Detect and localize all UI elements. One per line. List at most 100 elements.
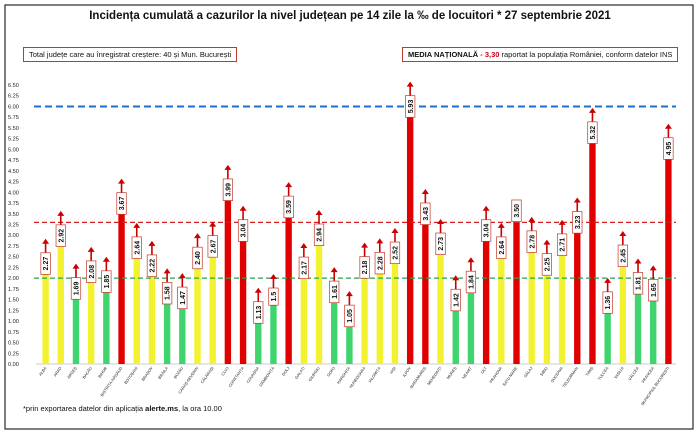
- value-label: 2.22: [150, 259, 157, 273]
- bar: [619, 258, 627, 364]
- value-label: 3.99: [225, 183, 232, 197]
- value-label: 1.65: [651, 283, 658, 297]
- y-tick-label: 5.25: [8, 137, 19, 143]
- bar: [650, 293, 657, 364]
- trend-arrow-head: [72, 263, 80, 269]
- y-tick-label: 6.50: [8, 83, 19, 89]
- category-label: BACĂU: [81, 366, 93, 380]
- y-tick-label: 2.25: [8, 265, 19, 271]
- footnote-app: alerte.ms: [145, 404, 179, 413]
- value-label-box: [617, 244, 628, 267]
- y-tick-label: 6.25: [8, 94, 19, 100]
- trend-arrow-head: [345, 291, 353, 297]
- value-label-box: [268, 287, 279, 306]
- bar: [422, 216, 429, 364]
- trend-arrow-head: [619, 231, 627, 237]
- value-label-box: [648, 279, 659, 302]
- category-label: IALOMIȚA: [367, 365, 382, 383]
- value-label-box: [253, 301, 264, 324]
- value-label: 1.58: [165, 286, 172, 300]
- value-label: 1.42: [453, 293, 460, 307]
- footnote: *prin exportarea datelor din aplicația a…: [23, 404, 222, 413]
- value-label-box: [55, 224, 66, 247]
- trend-arrow-head: [300, 243, 308, 249]
- y-tick-label: 5.00: [8, 147, 19, 153]
- trend-arrow-head: [361, 242, 369, 248]
- value-label-box: [572, 211, 583, 234]
- category-label: SIBIU: [539, 366, 549, 377]
- value-label-box: [329, 280, 340, 304]
- value-label: 2.27: [43, 257, 50, 271]
- footnote-prefix: *prin exportarea datelor din aplicația: [23, 404, 146, 413]
- bar: [148, 268, 156, 364]
- y-tick-label: 3.75: [8, 201, 19, 207]
- trend-arrow-head: [573, 197, 581, 203]
- category-label: HARGHITA: [336, 365, 352, 384]
- bar: [239, 233, 247, 364]
- value-label: 3.43: [423, 207, 430, 221]
- y-tick-label: 5.75: [8, 115, 19, 121]
- counties-increase-label: Total județe care au înregistrat creșter…: [29, 50, 162, 59]
- trend-arrow-head: [406, 81, 414, 87]
- y-tick-label: 4.25: [8, 180, 19, 186]
- trend-arrow-head: [315, 210, 323, 216]
- value-label: 1.5: [271, 292, 278, 302]
- bar: [270, 299, 277, 364]
- trend-arrow-head: [133, 222, 141, 228]
- category-label: TIMIȘ: [584, 365, 594, 377]
- category-label: TULCEA: [597, 365, 610, 381]
- category-label: MUREȘ: [445, 365, 457, 380]
- value-label-box: [359, 256, 370, 279]
- value-label: 2.71: [560, 238, 567, 252]
- counties-increase-box: Total județe care au înregistrat creșter…: [23, 47, 238, 62]
- bar: [634, 286, 642, 364]
- category-label: MUNICIPIUL BUCUREȘTI: [640, 366, 670, 406]
- y-tick-label: 2.75: [8, 244, 19, 250]
- category-label: ARGEȘ: [66, 365, 78, 379]
- bar: [179, 300, 186, 364]
- bar: [163, 296, 171, 364]
- trend-arrow-head: [437, 219, 445, 225]
- trend-arrow-head: [269, 274, 277, 280]
- value-label-box: [116, 192, 127, 215]
- trend-arrow-head: [634, 258, 642, 264]
- bar: [376, 266, 383, 364]
- value-label-box: [162, 282, 173, 305]
- value-label: 2.64: [134, 241, 141, 255]
- category-label: OLT: [480, 365, 489, 374]
- value-label-box: [86, 260, 97, 283]
- y-tick-label: 5.50: [8, 126, 19, 132]
- value-label-box: [192, 246, 203, 270]
- value-label-box: [405, 95, 416, 118]
- value-label: 1.13: [256, 306, 263, 320]
- trend-arrow-head: [558, 219, 566, 225]
- category-label: MEHEDINȚI: [426, 366, 442, 386]
- y-tick-label: 3.00: [8, 233, 19, 239]
- value-label: 1.61: [332, 285, 339, 299]
- value-label-box: [541, 253, 552, 276]
- trend-arrow-head: [467, 257, 475, 263]
- category-label: SATU MARE: [501, 365, 518, 387]
- value-label: 1.69: [74, 282, 81, 296]
- value-label: 2.25: [544, 258, 551, 272]
- counties-increase-value: 40 și Mun. București: [163, 50, 232, 59]
- trend-arrow-head: [452, 275, 460, 281]
- value-label: 2.28: [377, 256, 384, 270]
- category-label: ARAD: [52, 366, 62, 378]
- trend-arrow-head: [330, 267, 338, 273]
- trend-arrow-head: [285, 182, 293, 188]
- y-tick-label: 1.75: [8, 287, 19, 293]
- value-label-box: [344, 304, 355, 328]
- bar: [300, 270, 308, 364]
- bar: [589, 135, 596, 364]
- trend-arrow-head: [239, 205, 247, 211]
- y-tick-label: 1.50: [8, 298, 19, 304]
- category-label: ILFOV: [401, 365, 412, 377]
- trend-arrow-head: [543, 239, 551, 245]
- value-label-box: [450, 288, 461, 312]
- bar: [543, 267, 551, 364]
- bar: [482, 233, 490, 364]
- national-average-box: MEDIA NAȚIONALĂ - 3,30 raportat la popul…: [402, 47, 679, 62]
- chart-title: Incidența cumulată a cazurilor la nivel …: [89, 10, 611, 22]
